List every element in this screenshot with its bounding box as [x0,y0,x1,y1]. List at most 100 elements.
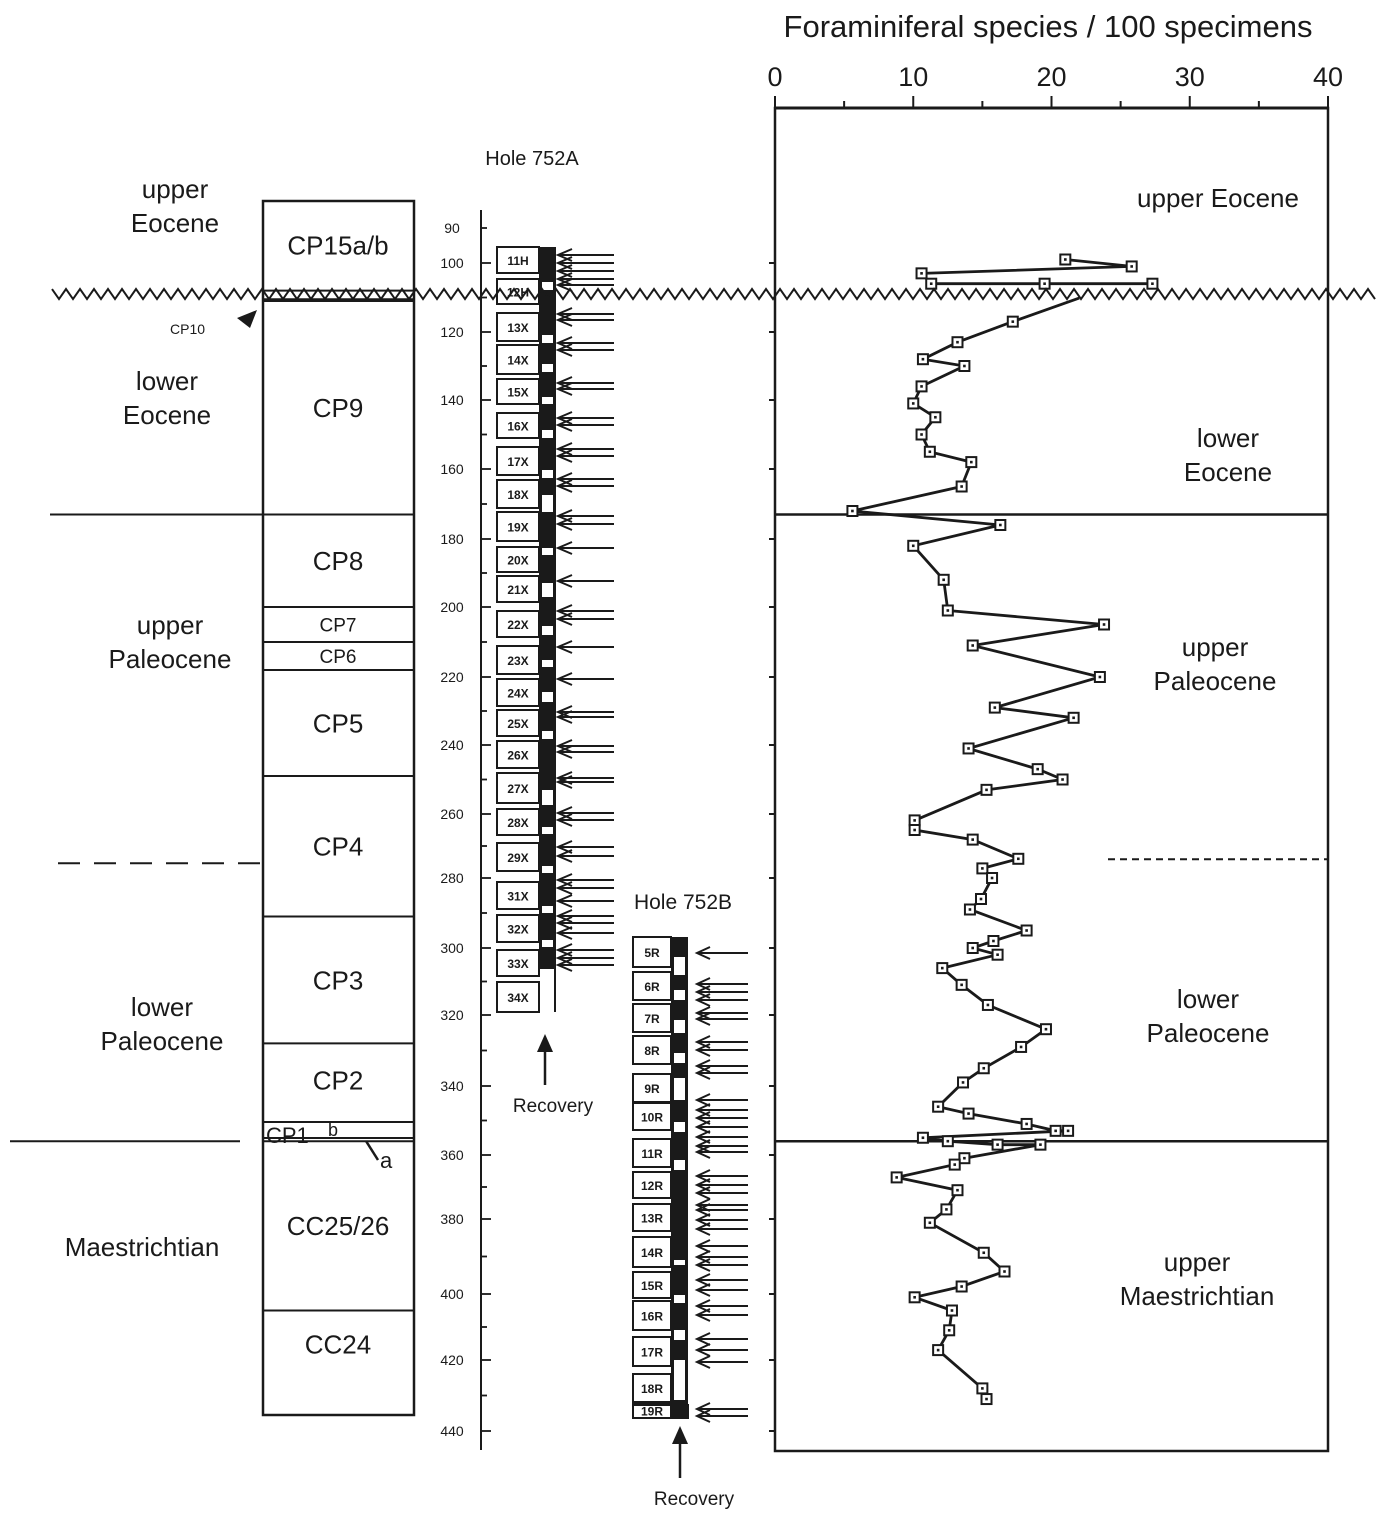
unconformity-line [51,287,1376,301]
data-point-dot [960,1285,963,1288]
sample-arrowhead-icon [555,775,573,789]
data-point-dot [913,819,916,822]
data-point-dot [963,1156,966,1160]
depth-tick-label: 120 [440,324,464,340]
data-point-dot [913,1296,916,1299]
core-label: 31X [507,890,528,904]
data-point-dot [921,1136,925,1140]
stage-label: upper [142,174,209,204]
core-label: 11R [641,1147,663,1161]
zone-label: CP6 [320,647,357,668]
data-point-dot [1102,623,1106,626]
zone-label-cp10: CP10 [170,321,205,337]
boundaries [10,513,1328,1143]
sample-arrowhead-icon [555,745,573,759]
data-point-dot [950,1309,954,1312]
chart-title: Foraminiferal species / 100 specimens [784,9,1313,44]
nannofossil-zones: CP15a/b CP9 CP8 CP7 CP6 CP5 CP4 CP3 CP2 CC25/26 CC… [263,231,414,1359]
data-point-dot [967,1112,970,1115]
data-point-dot [920,272,923,275]
data-point-dot [981,867,984,870]
depth-tick-label: 360 [440,1147,464,1163]
sample-arrowhead-icon [694,1273,711,1287]
interval-label: lower [1197,423,1259,453]
recovery-gap [542,827,553,834]
recovery-gap [542,548,553,555]
zone-label: CP8 [313,546,364,576]
sample-arrowhead-icon [555,849,573,863]
x-tick-label: 0 [767,62,782,92]
zone-column [261,199,416,1417]
recovery-gap [542,626,553,635]
sample-arrowhead-icon [694,1355,711,1369]
stage-label: lower [136,366,198,396]
data-point-dot [1017,857,1020,861]
stage-label: Paleocene [101,1026,224,1056]
data-point-dot [936,1348,940,1352]
data-point-dot [1011,320,1015,323]
core-label: 34X [507,991,528,1005]
sample-arrowhead-icon [694,1043,711,1057]
data-point-dot [970,460,973,464]
cp10-pointer-icon [237,310,257,328]
recovery-gap [542,583,553,597]
data-point-dot [1151,282,1154,285]
core-label: 29X [507,851,528,865]
stage-label: Eocene [131,208,219,238]
data-point-dot [928,450,932,454]
recovery-gap [674,1160,685,1170]
data-point-dot [979,897,983,901]
recovery-gap [542,470,553,478]
data-point-dot [929,282,933,285]
core-label: 17R [641,1346,663,1360]
core-label: 18X [507,488,528,502]
sample-arrowhead-icon [694,1006,711,1020]
sample-arrowhead-icon [694,1283,711,1297]
sample-arrowhead-icon [694,1186,711,1200]
zone-label: CP2 [313,1066,364,1096]
depth-tick-label: 160 [440,461,464,477]
recovery-gap [542,364,553,372]
data-point-dot [982,1066,986,1070]
recovery-gap [674,1122,685,1132]
recovery-gap [542,282,553,290]
core-label: 23X [507,654,528,668]
recovery-gap [674,1360,685,1400]
data-point-dot [971,946,974,950]
sample-arrowhead-icon [555,612,573,626]
sample-arrowhead-icon [694,1012,711,1026]
recovery-gap [674,1295,685,1303]
sample-arrowhead-icon [555,916,573,930]
stage-label: lower [131,992,193,1022]
data-point-dot [920,385,923,388]
recovery-gap [542,430,553,438]
sample-arrowhead-icon [694,1145,711,1159]
depth-axis-ticks: 90 100 120 140 160 180 200 220 240 260 280 300 320 34… [440,220,491,1439]
data-point-dot [1130,265,1133,268]
zone-label: CP5 [313,708,364,738]
interval-label: upper Eocene [1137,183,1299,213]
core-label: 14R [641,1246,663,1260]
sample-arrowhead-icon [555,739,573,753]
sample-arrowhead-icon [555,307,573,321]
core-label: 12R [641,1179,663,1193]
recovery-gap [542,906,553,913]
sample-arrowhead-icon [694,1258,711,1272]
data-point-dot [971,838,974,841]
cp1a-pointer-icon [364,1140,380,1161]
core-label: 9R [644,1082,660,1096]
sample-arrowhead-icon [555,418,573,432]
sample-arrowhead-icon [555,881,573,895]
x-tick-label: 10 [898,62,928,92]
core-label: 25X [507,717,528,731]
series-line-lower [852,296,1106,1400]
core-label: 8R [644,1044,660,1058]
data-point-dot [960,485,963,488]
core-label: 13X [507,321,528,335]
sample-arrowhead-icon [555,479,573,493]
data-point-dot [1066,1129,1070,1133]
data-point-dot [928,1221,932,1225]
sample-arrowhead-icon [555,640,573,654]
data-point-dot [956,340,959,344]
